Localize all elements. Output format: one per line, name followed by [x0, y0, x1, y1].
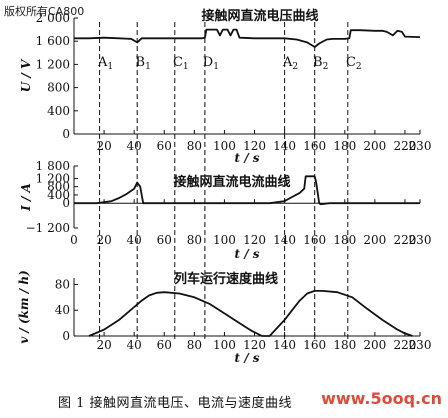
- y-tick-label-2: 1 200: [36, 171, 70, 185]
- x-axis-label-3: t / s: [234, 351, 259, 365]
- series-line-1-1: [74, 28, 421, 48]
- x-tick-label-2: 0: [70, 233, 78, 247]
- y-tick-label-2: 800: [47, 180, 70, 194]
- y-axis-label-2: I / A: [19, 183, 33, 212]
- x-tick-label-2: 230: [409, 233, 432, 247]
- x-tick-label-3: 180: [333, 338, 356, 352]
- y-tick-label-2: 1 800: [36, 159, 70, 173]
- y-tick-label-1: 1 600: [36, 34, 70, 48]
- x-axis-label-1: t / s: [234, 151, 259, 165]
- x-tick-label-3: 220: [394, 338, 417, 352]
- x-tick-label-1: 120: [243, 139, 266, 153]
- x-tick-label-2: 180: [333, 233, 356, 247]
- chart-title-1: 接触网直流电压曲线: [201, 8, 318, 24]
- x-tick-label-2: 120: [243, 233, 266, 247]
- marker-label: C2: [346, 55, 362, 72]
- y-axis-label-3: v / (km / h): [17, 270, 31, 344]
- x-tick-label-3: 40: [127, 338, 142, 352]
- x-tick-label-3: 160: [303, 338, 326, 352]
- y-tick-label-2: 400: [47, 188, 70, 202]
- y-tick-label-3: 0: [62, 329, 70, 343]
- x-tick-label-1: 200: [363, 139, 386, 153]
- x-tick-label-3: 140: [273, 338, 296, 352]
- y-tick-label-2: −1 200: [26, 221, 70, 235]
- x-tick-label-1: 60: [157, 139, 172, 153]
- y-tick-label-3: 40: [55, 303, 70, 317]
- x-tick-label-1: 20: [96, 139, 111, 153]
- y-tick-label-1: 800: [47, 81, 70, 95]
- y-tick-label-2: 0: [62, 196, 70, 210]
- x-tick-label-2: 200: [363, 233, 386, 247]
- x-tick-label-3: 230: [409, 338, 432, 352]
- watermark-top: 版权所有CA800: [4, 5, 85, 18]
- x-tick-label-3: 80: [187, 338, 202, 352]
- x-tick-label-2: 40: [127, 233, 142, 247]
- x-tick-label-3: 20: [96, 338, 111, 352]
- x-tick-label-3: 120: [243, 338, 266, 352]
- chart-title-3: 列车运行速度曲线: [174, 271, 278, 287]
- chart-title-2: 接触网直流电流曲线: [173, 174, 290, 190]
- x-tick-label-1: 40: [127, 139, 142, 153]
- x-tick-label-1: 80: [187, 139, 202, 153]
- marker-label: B2: [313, 55, 328, 72]
- caption-bar: 图 1 接触网直流电压、电流与速度曲线 www.5ooq.cn: [0, 389, 448, 413]
- x-tick-label-1: 230: [409, 139, 432, 153]
- y-tick-label-3: 80: [55, 277, 70, 291]
- x-tick-label-3: 200: [363, 338, 386, 352]
- x-tick-label-1: 180: [333, 139, 356, 153]
- watermark-bottom: www.5ooq.cn: [321, 389, 442, 408]
- y-tick-label-1: 0: [62, 127, 70, 141]
- x-tick-label-2: 60: [157, 233, 172, 247]
- marker-label: D1: [203, 55, 219, 72]
- series-line-2-1: [74, 175, 420, 206]
- marker-label: A2: [282, 55, 298, 72]
- x-tick-label-3: 60: [157, 338, 172, 352]
- marker-label: C1: [173, 55, 189, 72]
- y-tick-label-1: 400: [47, 104, 70, 118]
- series-line-3-1: [88, 290, 413, 337]
- x-tick-label-2: 20: [96, 233, 111, 247]
- x-tick-label-2: 220: [394, 233, 417, 247]
- marker-label: B1: [136, 55, 151, 72]
- x-tick-label-3: 100: [213, 338, 236, 352]
- y-tick-label-1: 2 000: [36, 11, 70, 25]
- x-tick-label-2: 80: [187, 233, 202, 247]
- x-tick-label-1: 220: [394, 139, 417, 153]
- y-tick-label-1: 1 200: [36, 57, 70, 71]
- y-axis-label-1: U / V: [19, 58, 33, 92]
- x-tick-label-1: 100: [213, 139, 236, 153]
- marker-label: A1: [97, 55, 113, 72]
- figure-caption: 图 1 接触网直流电压、电流与速度曲线: [58, 396, 293, 411]
- x-tick-label-2: 100: [213, 233, 236, 247]
- x-axis-label-2: t / s: [234, 247, 259, 261]
